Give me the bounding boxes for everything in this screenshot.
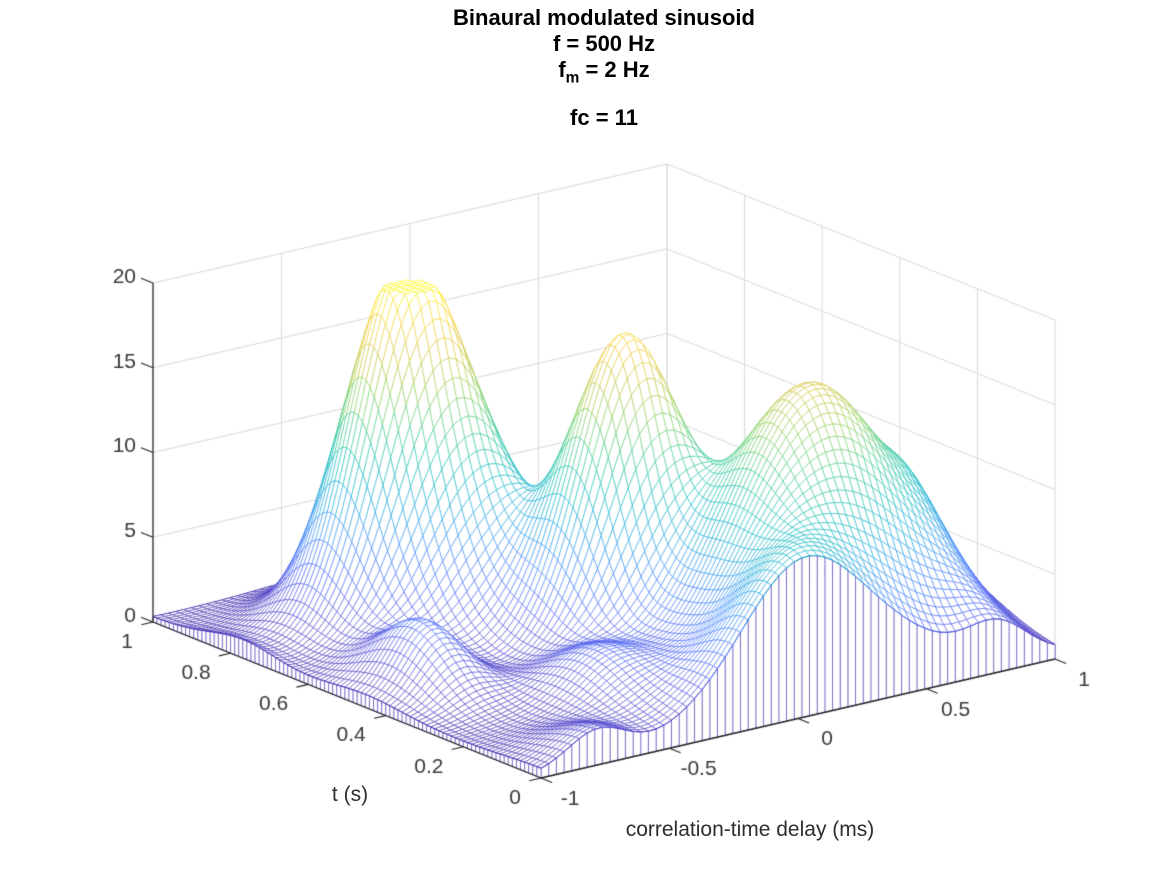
title-line-4: fc = 11: [570, 105, 638, 131]
plot-title: Binaural modulated sinusoid f = 500 Hz f…: [254, 5, 954, 131]
title-line-3: fm = 2 Hz: [254, 57, 954, 91]
title-fm-subscript: m: [565, 69, 580, 87]
title-fm-rest: = 2 Hz: [579, 57, 650, 82]
title-fm-base: f: [558, 57, 566, 82]
title-line-1: Binaural modulated sinusoid: [453, 5, 755, 30]
y-axis-label: t (s): [331, 783, 369, 806]
title-line-2: f = 500 Hz: [552, 31, 656, 56]
x-axis-label: correlation-time delay (ms): [625, 818, 875, 841]
